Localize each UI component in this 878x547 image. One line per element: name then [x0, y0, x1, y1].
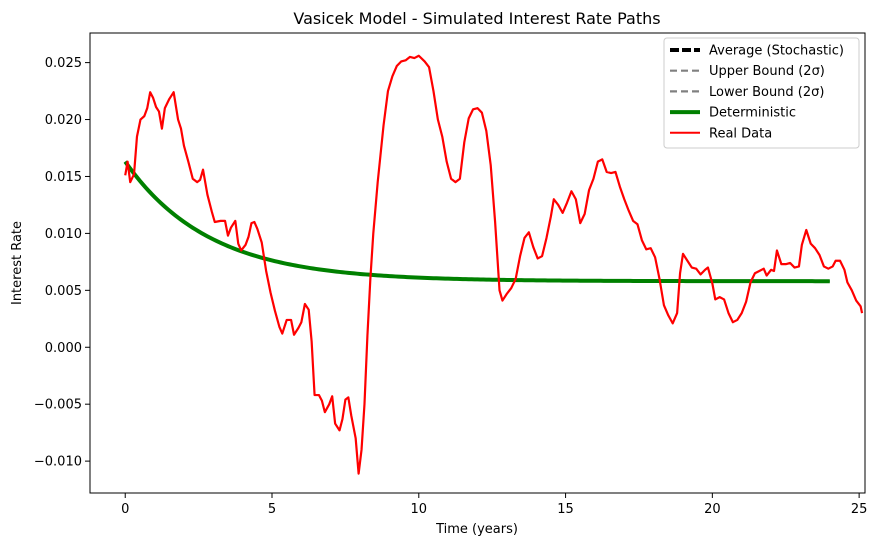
x-tick-label: 10: [411, 502, 428, 517]
x-tick-label: 25: [851, 502, 868, 517]
legend: Average (Stochastic) Upper Bound (2σ) Lowe…: [663, 37, 860, 149]
x-tick-label: 0: [121, 502, 129, 517]
series-line-real-data: [124, 54, 864, 475]
y-tick-label: −0.005: [34, 398, 82, 413]
y-tick-label: −0.010: [34, 455, 82, 470]
x-axis-title: Time (years): [435, 522, 518, 537]
chart-title: Vasicek Model - Simulated Interest Rate …: [293, 9, 660, 28]
legend-label: Lower Bound (2σ): [709, 85, 824, 100]
x-tick-label: 20: [704, 502, 721, 517]
y-tick-label: 0.000: [45, 341, 82, 356]
y-tick-label: 0.005: [45, 284, 82, 299]
y-axis: −0.010 −0.005 0.000 0.005 0.010 0.015 0.020 0.0…: [34, 56, 90, 470]
y-tick-label: 0.020: [45, 113, 82, 128]
y-tick-label: 0.010: [45, 227, 82, 242]
x-tick-label: 5: [268, 502, 276, 517]
y-tick-label: 0.025: [45, 56, 82, 71]
legend-label: Deterministic: [709, 106, 796, 121]
x-tick-label: 15: [557, 502, 574, 517]
y-axis-title: Interest Rate: [10, 221, 25, 305]
y-tick-label: 0.015: [45, 170, 82, 185]
x-axis: 0 5 10 15 20 25: [121, 493, 867, 517]
plot-frame: [89, 32, 866, 494]
legend-label: Upper Bound (2σ): [709, 64, 825, 79]
series-layer: [123, 54, 864, 475]
legend-label: Average (Stochastic): [709, 44, 844, 59]
legend-label: Real Data: [709, 126, 772, 141]
legend-box: [663, 37, 860, 149]
